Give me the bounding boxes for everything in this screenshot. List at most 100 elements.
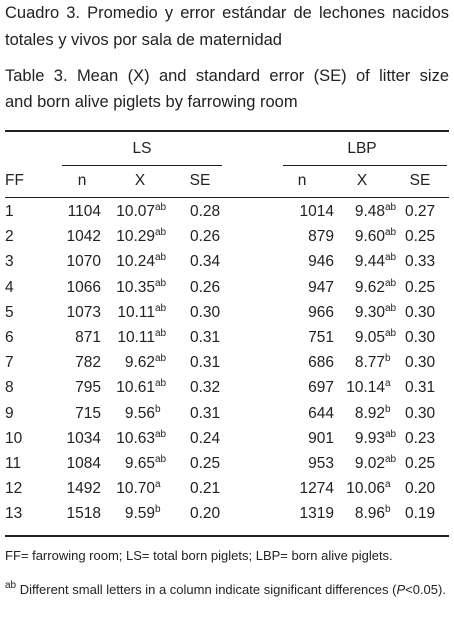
mean-value: 9.56 [124,404,155,422]
group-rule [62,165,222,166]
cell: 0.26 [190,228,221,246]
mean-value: 8.92 [354,404,385,422]
cell: 10.63ab [105,429,166,448]
cell: 9.05ab [335,329,396,347]
mean-value: 9.62 [354,278,385,296]
cell: 947 [308,278,334,296]
footnote-italic: P [396,582,406,597]
cell: 0.30 [190,303,221,321]
caption-es: totales y vivos por sala de maternidad [5,31,282,49]
footnote: ab Different small letters in a column i… [5,580,449,599]
significance-letter: b [385,353,391,365]
mean-value: 8.96 [354,505,385,523]
column-header: n [297,172,307,189]
cell: 9.62ab [335,278,396,297]
cell: 1274 [299,480,334,498]
mean-value: 10.11 [117,329,155,346]
significance-letter: ab [155,328,167,339]
cell: 10.06a [335,479,391,498]
cell: 10 [5,429,23,447]
mean-value: 10.07 [116,203,155,220]
significance-letter: a [385,378,391,390]
cell: 1104 [67,203,101,220]
significance-letter: ab [385,454,397,465]
cell: 1 [5,203,14,220]
group-rule [283,165,447,166]
cell: 8 [5,379,14,397]
cell: 1073 [66,303,101,321]
mean-value: 10.35 [116,278,155,296]
cell: 2 [5,228,14,246]
cell: 0.31 [190,354,221,372]
cell: 0.31 [190,329,221,346]
cell: 1084 [66,455,101,472]
footnote: FF= farrowing room; LS= total born pigle… [5,548,393,563]
mean-value: 10.24 [116,253,155,271]
mean-value: 10.29 [116,228,155,246]
significance-letter: b [385,403,391,415]
cell: 0.19 [405,505,436,523]
cell: 751 [308,329,334,346]
column-header: SE [189,172,211,189]
top-rule [5,130,449,132]
significance-letter: ab [155,277,167,289]
cell: 0.31 [405,379,436,397]
mean-value: 9.59 [124,505,155,523]
significance-letter: a [385,479,391,491]
column-header: SE [409,172,431,189]
cell: 10.29ab [105,228,166,246]
cell: 644 [308,404,334,422]
caption-en: Table 3. Mean (X) and standard error (SE… [5,67,449,85]
mean-value: 9.02 [354,455,385,472]
cell: 8.96b [335,505,391,523]
cell: 1492 [66,480,101,498]
cell: 10.11ab [105,329,166,347]
significance-letter: ab [385,302,397,314]
cell: 4 [5,278,14,296]
cell: 10.07ab [105,203,166,221]
mean-value: 10.14 [346,379,385,397]
cell: 697 [308,379,334,397]
significance-letter: ab [385,202,397,213]
mean-value: 9.30 [354,303,385,321]
cell: 0.25 [190,455,221,472]
cell: 953 [308,455,334,472]
cell: 1319 [299,505,334,523]
significance-letter: ab [155,302,167,314]
cell: 1042 [66,228,101,246]
cell: 7 [5,354,14,372]
cell: 0.25 [405,455,436,472]
cell: 0.30 [405,354,436,372]
cell: 8.77b [335,354,391,372]
significance-letter: a [155,479,161,491]
significance-letter: ab [155,454,167,465]
cell: 966 [308,303,334,321]
cell: 12 [5,480,23,498]
significance-letter: ab [155,252,167,264]
cell: 8.92b [335,403,391,423]
cell: 9.56b [105,404,161,423]
cell: 9.48ab [335,203,396,221]
cell: 10.24ab [105,253,166,271]
cell: 9.02ab [335,455,396,473]
cell: 10.61ab [105,379,166,397]
cell: 3 [5,253,14,271]
header-rule [5,197,449,198]
cell: 1014 [299,203,334,220]
cell: 10.14a [335,378,391,397]
cell: 1034 [66,429,101,447]
cell: 0.23 [405,429,436,447]
mean-value: 10.70 [116,480,155,498]
cell: 795 [75,379,101,397]
cell: 0.25 [405,228,436,246]
column-header: n [77,172,87,189]
significance-letter: ab [385,428,397,440]
cell: 0.30 [405,404,436,422]
cell: 9 [5,404,14,422]
significance-letter: ab [385,252,397,264]
cell: 0.20 [190,505,221,523]
mean-value: 9.93 [354,429,385,447]
footnote-text: <0.05). [405,582,446,597]
cell: 1066 [66,278,101,296]
cell: 715 [75,404,101,422]
